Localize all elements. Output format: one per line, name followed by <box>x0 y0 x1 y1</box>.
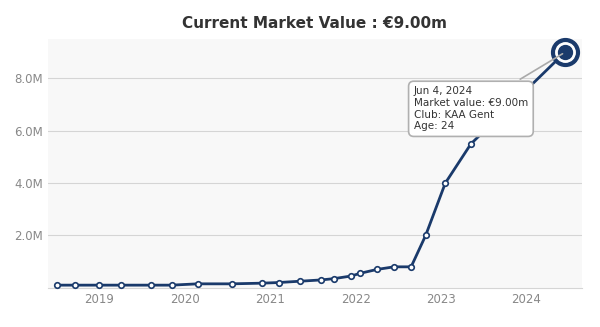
Title: Current Market Value : €9.00m: Current Market Value : €9.00m <box>182 16 448 31</box>
Text: Jun 4, 2024
Market value: €9.00m
Club: KAA Gent
Age: 24: Jun 4, 2024 Market value: €9.00m Club: K… <box>414 54 563 131</box>
